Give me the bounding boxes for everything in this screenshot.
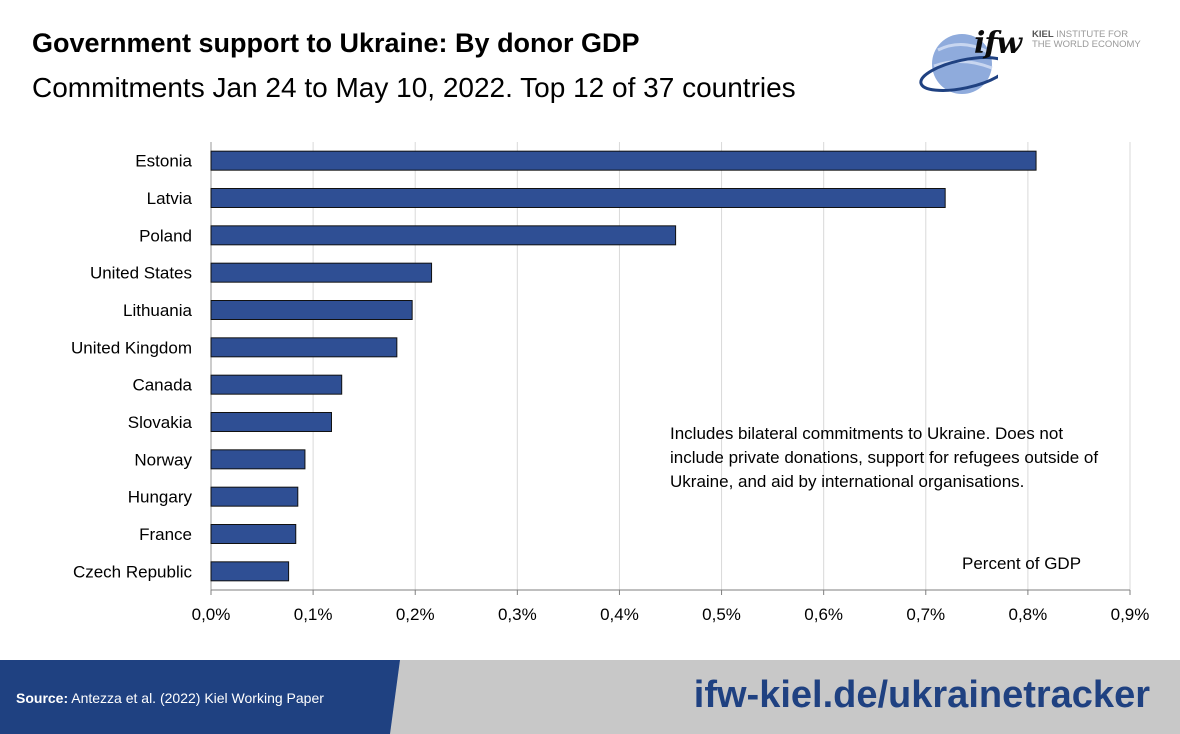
source-citation: Antezza et al. (2022) Kiel Working Paper — [68, 690, 324, 706]
logo-line1-bold: KIEL — [1032, 29, 1054, 40]
category-label: Estonia — [135, 152, 192, 171]
chart-title: Government support to Ukraine: By donor … — [32, 28, 640, 58]
logo-institute-name: KIEL INSTITUTE FOR THE WORLD ECONOMY — [1032, 30, 1141, 50]
x-tick-label: 0,5% — [702, 605, 741, 624]
category-label: Canada — [132, 376, 192, 395]
bar — [210, 300, 413, 320]
x-tick-label: 0,8% — [1009, 605, 1048, 624]
chart-annotation: Includes bilateral commitments to Ukrain… — [670, 424, 1099, 491]
source-label: Source: — [16, 690, 69, 706]
x-tick-label: 0,3% — [498, 605, 537, 624]
category-label: United Kingdom — [71, 338, 192, 357]
bar — [210, 262, 433, 283]
bar — [210, 449, 306, 470]
category-label: Latvia — [147, 189, 193, 208]
category-label: Poland — [139, 226, 192, 245]
category-label: Slovakia — [128, 413, 193, 432]
unit-label: Percent of GDP — [962, 554, 1082, 573]
x-tick-label: 0,4% — [600, 605, 639, 624]
logo-line1: INSTITUTE FOR — [1056, 29, 1129, 40]
bar-chart: 0,0% 0,1% 0,2% 0,3% 0,4% 0,5% 0,6% 0,7% 0,8% 0,9%… — [71, 142, 1150, 624]
category-label: Czech Republic — [73, 562, 193, 581]
bar — [210, 188, 946, 208]
globe-icon — [919, 34, 998, 94]
tracker-url[interactable]: ifw-kiel.de/ukrainetracker — [693, 674, 1150, 716]
bar — [210, 374, 343, 395]
bar — [210, 561, 290, 582]
category-label: Hungary — [128, 488, 193, 507]
bar — [210, 524, 297, 544]
category-label: Lithuania — [123, 301, 193, 320]
category-label: Norway — [134, 450, 192, 469]
x-tick-label: 0,9% — [1111, 605, 1150, 624]
category-label: France — [139, 525, 192, 544]
source-text: Source: Antezza et al. (2022) Kiel Worki… — [16, 690, 324, 706]
x-tick-label: 0,7% — [906, 605, 945, 624]
x-tick-label: 0,1% — [294, 605, 333, 624]
source-panel: Source: Antezza et al. (2022) Kiel Worki… — [0, 660, 400, 734]
bar — [210, 225, 677, 246]
bar — [210, 150, 1037, 171]
bar — [210, 412, 332, 432]
category-label: United States — [90, 264, 192, 283]
bar — [210, 486, 299, 507]
ifw-logo: ifw KIEL INSTITUTE FOR THE WORLD ECONOMY — [918, 20, 1158, 100]
bar — [210, 337, 398, 358]
x-tick-label: 0,0% — [192, 605, 231, 624]
footer-bar: Source: Antezza et al. (2022) Kiel Worki… — [0, 660, 1180, 734]
x-tick-label: 0,2% — [396, 605, 435, 624]
logo-line2: THE WORLD ECONOMY — [1032, 39, 1141, 50]
x-tick-label: 0,6% — [804, 605, 843, 624]
chart-subtitle: Commitments Jan 24 to May 10, 2022. Top … — [32, 72, 796, 103]
ifw-wordmark: ifw — [974, 26, 1022, 61]
